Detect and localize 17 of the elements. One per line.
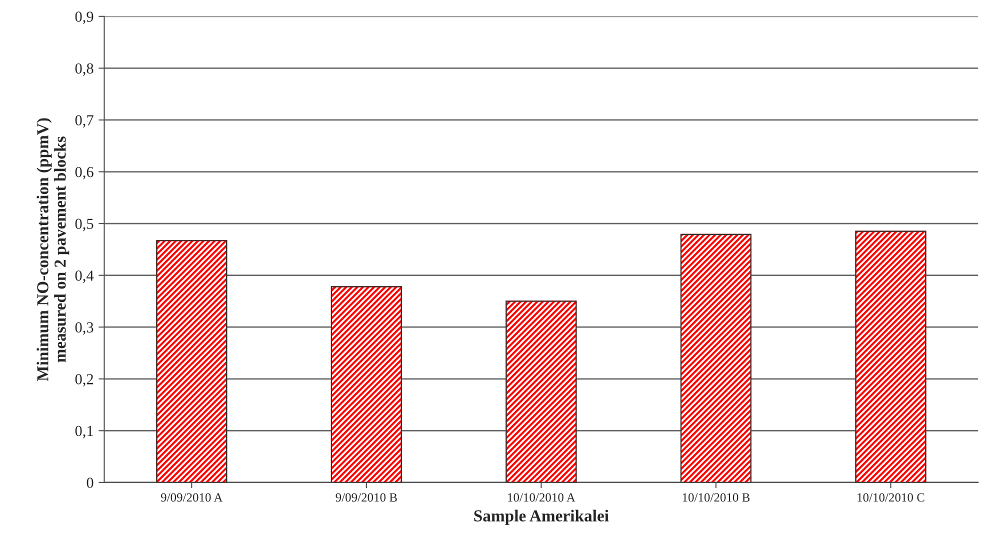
x-tick-label: 9/09/2010 A (160, 493, 223, 502)
x-tick-label: 10/10/2010 C (858, 493, 924, 502)
y-tick-label: 0,3 (75, 322, 94, 335)
y-tick-label: 0,2 (75, 374, 94, 387)
y-tick-label: 0,4 (75, 270, 94, 283)
y-tick-label: 0,1 (75, 426, 93, 438)
y-tick-label: 0,5 (75, 218, 94, 232)
y-tick-label: 0,7 (75, 115, 94, 128)
y-axis-title: Minimum NO-concentration (ppmV) measured on 2 pavement blocks (36, 118, 70, 382)
y-tick-label: 0,6 (75, 166, 94, 180)
x-tick-label: 9/09/2010 B (336, 493, 397, 502)
x-axis-title: Sample Amerikalei (474, 510, 609, 525)
y-tick-label: 0 (86, 478, 94, 488)
y-tick-label: 0,8 (75, 63, 94, 76)
x-tick-label: 10/10/2010 B (682, 493, 750, 502)
y-tick-label: 0,9 (75, 12, 94, 24)
x-tick-label: 10/10/2010 A (508, 493, 576, 502)
